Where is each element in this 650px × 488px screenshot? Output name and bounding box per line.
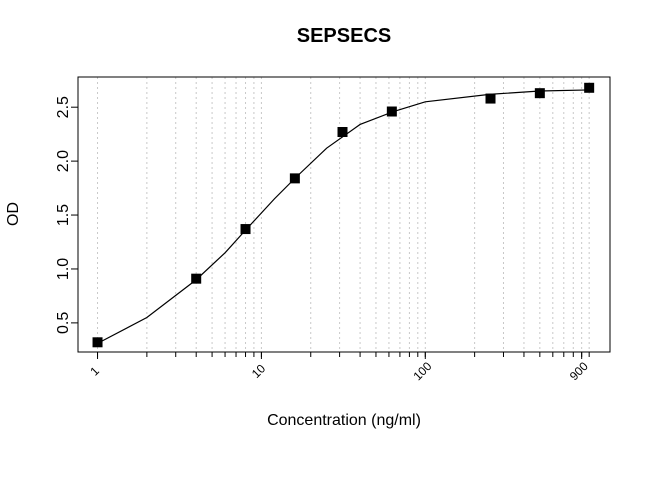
chart-title: SEPSECS — [297, 25, 391, 47]
data-point — [534, 88, 545, 99]
plot-frame — [77, 76, 611, 353]
data-point — [386, 106, 397, 117]
data-point — [92, 337, 103, 348]
y-tick-label: 0.5 — [55, 312, 72, 334]
data-point — [584, 82, 595, 93]
y-tick-label: 1.5 — [55, 204, 72, 226]
data-point — [191, 273, 202, 284]
fit-curve — [97, 89, 590, 344]
data-point — [337, 127, 348, 137]
y-axis-label: OD — [5, 202, 22, 226]
x-axis-label: Concentration (ng/ml) — [267, 412, 421, 429]
y-tick-label: 1.0 — [55, 258, 72, 280]
y-tick-label: 2.0 — [55, 150, 72, 172]
y-tick-label: 2.5 — [55, 96, 72, 118]
data-point — [485, 93, 496, 104]
data-point — [240, 224, 251, 235]
